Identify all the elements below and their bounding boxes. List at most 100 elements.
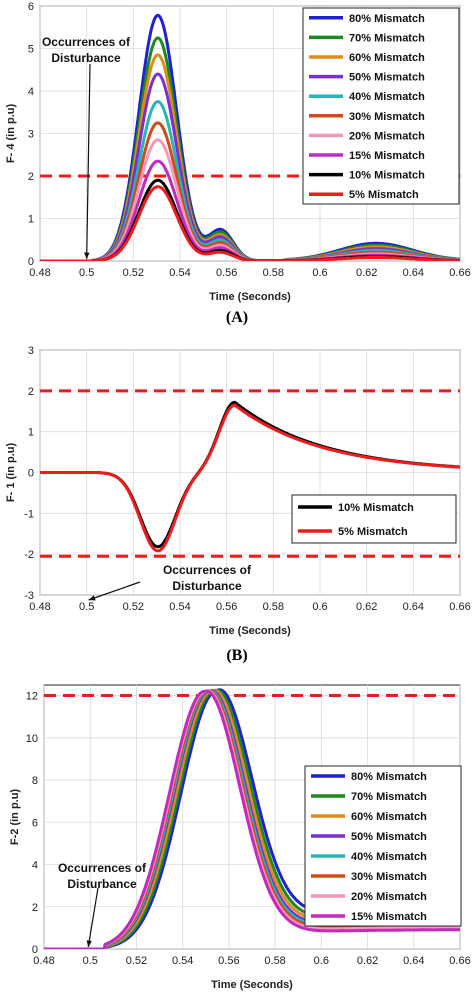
legend-entry: 20% Mismatch <box>351 891 427 903</box>
annotation-text: Occurrences of <box>42 35 131 49</box>
x-tick-label: 0.56 <box>216 267 237 279</box>
y-tick-label: -2 <box>24 549 34 561</box>
annotation-arrow <box>87 887 99 948</box>
x-tick-label: 0.58 <box>264 955 285 967</box>
legend-entry: 60% Mismatch <box>351 811 427 823</box>
y-tick-label: 10 <box>26 733 38 745</box>
x-tick-label: 0.64 <box>403 601 424 613</box>
annotation: Occurrences of Disturbance <box>88 563 252 601</box>
legend-entry: 10% Mismatch <box>349 170 425 182</box>
legend-entry: 50% Mismatch <box>351 831 427 843</box>
y-tick-label: 5 <box>28 44 34 56</box>
x-tick-label: 0.56 <box>216 601 237 613</box>
y-tick-label: 1 <box>28 427 34 439</box>
annotation-arrowhead <box>84 252 90 259</box>
legend-entry: 40% Mismatch <box>349 91 425 103</box>
chart-1: 0.48 0.5 0.52 0.54 0.56 0.58 0.6 0.62 0.64 0.66 0 1… <box>5 1 471 303</box>
y-tick-label: 12 <box>26 691 38 703</box>
annotation-text: Disturbance <box>172 579 242 593</box>
y-tick-label: 4 <box>28 86 34 98</box>
x-tick-label: 0.48 <box>33 955 54 967</box>
x-tick-label: 0.52 <box>126 955 147 967</box>
x-tick-label: 0.6 <box>312 267 327 279</box>
y-tick-label: -3 <box>24 590 34 602</box>
x-tick-label: 0.54 <box>172 955 193 967</box>
x-tick-label: 0.66 <box>449 267 470 279</box>
x-tick-label: 0.62 <box>356 601 377 613</box>
x-axis-label: Time (Seconds) <box>211 979 293 991</box>
y-tick-label: 6 <box>32 817 38 829</box>
y-tick-label: 0 <box>28 256 34 268</box>
x-tick-label: 0.62 <box>356 267 377 279</box>
x-tick-label: 0.48 <box>29 267 50 279</box>
legend-entry: 20% Mismatch <box>349 130 425 142</box>
legend-entry: 40% Mismatch <box>351 851 427 863</box>
annotation: Occurrences of Disturbance <box>42 35 131 260</box>
x-tick-label: 0.58 <box>263 601 284 613</box>
series-lines <box>40 389 460 558</box>
annotation-arrow <box>88 581 141 601</box>
annotation-text: Occurrences of <box>58 861 147 875</box>
legend-entry: 30% Mismatch <box>349 111 425 123</box>
y-axis-label: F- 1 (in p.u) <box>5 443 17 503</box>
legend-entry: 10% Mismatch <box>338 502 414 514</box>
x-tick-label: 0.66 <box>449 955 470 967</box>
annotation: Occurrences of Disturbance <box>58 861 147 948</box>
legend-entry: 80% Mismatch <box>351 771 427 783</box>
y-tick-label: 3 <box>28 129 34 141</box>
annotation-arrowhead <box>88 595 96 601</box>
x-tick-label: 0.54 <box>169 601 190 613</box>
legend-box <box>291 494 457 544</box>
legend: 10% Mismatch 5% Mismatch <box>291 494 457 544</box>
legend: 80% Mismatch 70% Mismatch 60% Mismatch 50% … <box>304 765 462 927</box>
y-tick-label: 3 <box>28 345 34 357</box>
legend-entry: 70% Mismatch <box>351 791 427 803</box>
x-tick-label: 0.54 <box>169 267 190 279</box>
x-tick-label: 0.64 <box>403 955 424 967</box>
y-tick-label: 0 <box>32 944 38 956</box>
y-axis-label: F-2 (in p.u) <box>9 789 21 846</box>
y-tick-label: -1 <box>24 508 34 520</box>
y-tick-label: 1 <box>28 214 34 226</box>
x-tick-label: 0.48 <box>29 601 50 613</box>
legend-entry: 50% Mismatch <box>349 72 425 84</box>
x-tick-label: 0.56 <box>218 955 239 967</box>
series-line-8 <box>44 689 460 949</box>
x-tick-label: 0.58 <box>263 267 284 279</box>
legend-box <box>304 765 462 927</box>
panel-label: (A) <box>226 309 248 326</box>
legend-entry: 5% Mismatch <box>338 526 408 538</box>
legend-entry: 60% Mismatch <box>349 52 425 64</box>
series-line-10 <box>40 185 460 261</box>
x-tick-label: 0.62 <box>357 955 378 967</box>
x-tick-label: 0.52 <box>123 267 144 279</box>
x-tick-label: 0.6 <box>314 955 329 967</box>
y-tick-label: 8 <box>32 775 38 787</box>
x-tick-label: 0.5 <box>83 955 98 967</box>
x-tick-label: 0.5 <box>79 267 94 279</box>
annotation-arrow <box>86 63 91 260</box>
annotation-arrowhead <box>86 940 92 947</box>
legend-entry: 80% Mismatch <box>349 13 425 25</box>
x-tick-label: 0.52 <box>123 601 144 613</box>
y-axis-label: F- 4 (in p.u) <box>5 104 17 164</box>
y-tick-label: 2 <box>28 171 34 183</box>
x-tick-label: 0.66 <box>449 601 470 613</box>
legend-entry: 5% Mismatch <box>349 189 419 201</box>
chart-2: 0.48 0.5 0.52 0.54 0.56 0.58 0.6 0.62 0.64 0.66 3 2… <box>5 345 471 637</box>
annotation-text: Occurrences of <box>163 563 252 577</box>
legend: 80% Mismatch 70% Mismatch 60% Mismatch 50% … <box>302 7 460 205</box>
legend-entry: 15% Mismatch <box>349 150 425 162</box>
legend-box <box>302 7 460 205</box>
y-tick-label: 4 <box>32 860 38 872</box>
y-tick-label: 0 <box>28 468 34 480</box>
legend-entry: 30% Mismatch <box>351 871 427 883</box>
annotation-text: Disturbance <box>67 877 137 891</box>
y-tick-label: 6 <box>28 1 34 13</box>
legend-entry: 70% Mismatch <box>349 32 425 44</box>
legend-entry: 15% Mismatch <box>351 911 427 923</box>
x-tick-label: 0.64 <box>403 267 424 279</box>
x-tick-label: 0.6 <box>312 601 327 613</box>
x-tick-label: 0.5 <box>79 601 94 613</box>
